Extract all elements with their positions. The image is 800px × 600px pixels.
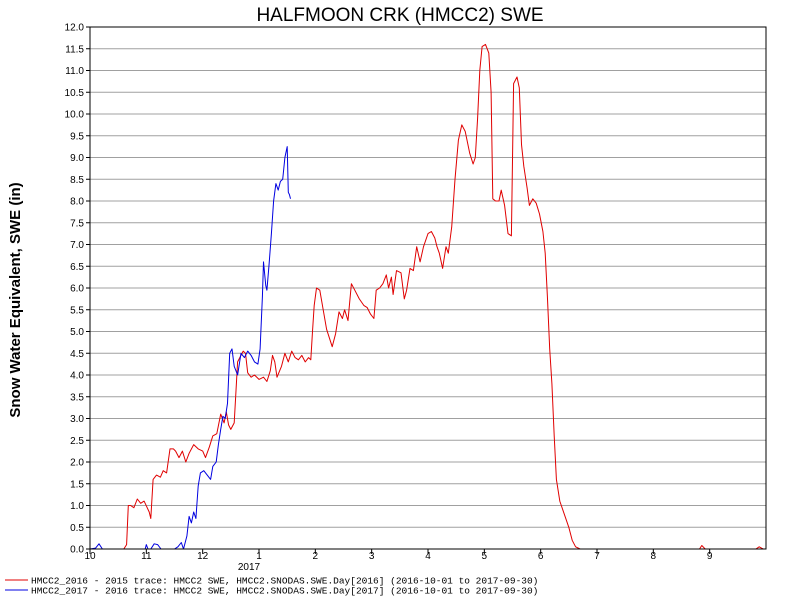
y-tick-label: 5.0 [70, 327, 84, 338]
x-axis-ticks: 10 11 12 1 2 3 4 5 6 7 8 9 [84, 549, 713, 562]
series-line-1 [89, 146, 291, 550]
y-tick-label: 10.5 [65, 88, 85, 99]
legend: HMCC2_2016 - 2015 trace: HMCC2 SWE, HMCC… [5, 576, 538, 597]
y-tick-label: 9.5 [70, 131, 84, 142]
y-tick-label: 3.0 [70, 414, 84, 425]
y-tick-label: 4.5 [70, 349, 84, 360]
y-tick-label: 2.5 [70, 436, 84, 447]
legend-entry: HMCC2_2017 - 2016 trace: HMCC2 SWE, HMCC… [31, 586, 538, 597]
x-tick-label: 8 [651, 551, 657, 562]
y-axis-label: Snow Water Equivalent, SWE (in) [7, 182, 24, 417]
y-tick-label: 11.0 [65, 66, 84, 77]
y-tick-label: 1.0 [70, 501, 84, 512]
x-tick-label: 3 [369, 551, 375, 562]
x-tick-label: 10 [84, 551, 96, 562]
y-tick-label: 2.0 [70, 458, 84, 469]
y-tick-label: 1.5 [70, 479, 84, 490]
x-tick-label: 11 [141, 551, 152, 562]
y-tick-label: 12.0 [65, 23, 85, 34]
series-line-0 [90, 43, 764, 550]
y-tick-label: 11.5 [65, 44, 84, 55]
y-tick-label: 4.0 [70, 371, 84, 382]
year-marker-label: 2017 [238, 562, 261, 573]
y-tick-label: 7.0 [70, 240, 84, 251]
y-tick-label: 0.0 [70, 545, 84, 556]
y-tick-label: 8.5 [70, 175, 84, 186]
x-tick-label: 12 [197, 551, 209, 562]
x-tick-label: 7 [594, 551, 600, 562]
y-axis-ticks: 0.0 0.5 1.0 1.5 2.0 2.5 3.0 3.5 4.0 4.5 5.0 5.5 6.0 6… [65, 23, 90, 556]
y-tick-label: 10.0 [65, 110, 85, 121]
legend-entry: HMCC2_2016 - 2015 trace: HMCC2 SWE, HMCC… [31, 576, 538, 587]
x-tick-label: 6 [538, 551, 544, 562]
series-lines [89, 43, 764, 550]
plot-frame [89, 26, 767, 550]
x-tick-label: 9 [707, 551, 713, 562]
x-tick-label: 2 [313, 551, 319, 562]
x-tick-label: 1 [256, 551, 262, 562]
y-tick-label: 3.5 [70, 392, 84, 403]
x-tick-label: 5 [482, 551, 488, 562]
y-tick-label: 5.5 [70, 305, 84, 316]
y-tick-label: 9.0 [70, 153, 84, 164]
y-tick-label: 0.5 [70, 523, 84, 534]
x-tick-label: 4 [425, 551, 431, 562]
y-tick-label: 8.0 [70, 197, 84, 208]
y-tick-label: 6.0 [70, 284, 84, 295]
chart-title: HALFMOON CRK (HMCC2) SWE [256, 5, 543, 26]
y-tick-label: 6.5 [70, 262, 84, 273]
y-tick-label: 7.5 [70, 218, 84, 229]
